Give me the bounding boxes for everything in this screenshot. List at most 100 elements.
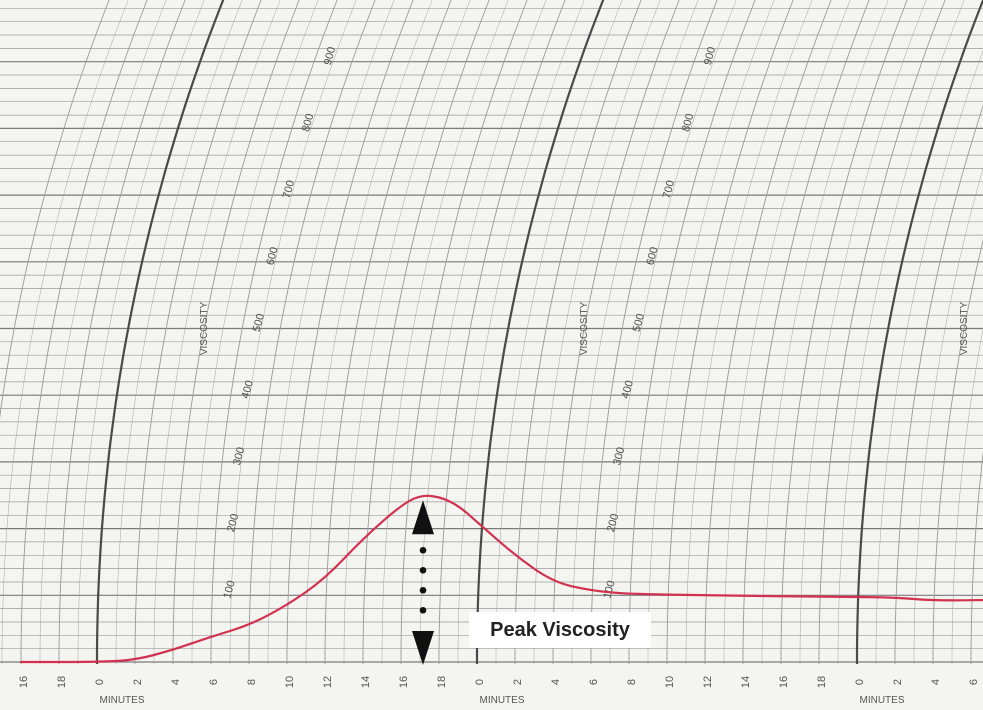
viscosity-label: 500 [631, 312, 647, 333]
time-arc [400, 0, 528, 710]
marker-dot [419, 566, 427, 574]
viscosity-label: 100 [601, 579, 617, 600]
minute-tick-labels: 16 18 0 2 4 6 8 10 12 14 16 18 0 2 4 6 8 10 12 14 16 18 0 2 4 6 MI… [18, 676, 980, 706]
time-arc [666, 0, 794, 710]
time-arc [495, 0, 623, 710]
time-arc [248, 0, 376, 710]
viscosity-label: 300 [611, 446, 627, 467]
viscosity-label: 800 [300, 112, 316, 133]
minutes-axis-label: MINUTES [100, 695, 145, 706]
time-arc [552, 0, 680, 710]
major-time-arc [855, 0, 983, 710]
time-arc [571, 0, 699, 710]
time-arc [932, 238, 983, 710]
bottom-strip [0, 664, 983, 710]
time-arc [134, 0, 262, 710]
time-arc [761, 0, 889, 710]
viscosity-label: 500 [251, 312, 267, 333]
viscosity-label: 200 [225, 513, 241, 534]
viscosity-label: 600 [644, 246, 660, 267]
viscosity-label: 900 [702, 46, 718, 67]
minute-tick: 4 [170, 679, 182, 685]
major-time-arc [475, 0, 605, 710]
minute-tick: 10 [664, 676, 676, 688]
minute-tick: 18 [56, 676, 68, 688]
viscosity-axis-label: VISCOSITY [199, 302, 210, 356]
time-arc [191, 0, 319, 710]
time-arc [153, 0, 281, 710]
time-arc [457, 0, 585, 710]
time-arc [20, 0, 148, 710]
viscosity-label: 300 [231, 446, 247, 467]
time-arc [685, 0, 813, 710]
time-arc [229, 0, 357, 710]
viscosity-label: 700 [281, 179, 297, 200]
arrow-up-icon [412, 500, 434, 535]
major-time-arc [95, 0, 225, 710]
minute-tick: 6 [968, 679, 980, 685]
minute-tick: 12 [322, 676, 334, 688]
time-arc [381, 0, 509, 710]
time-arc [1, 0, 129, 710]
time-arc [438, 0, 566, 710]
viscosity-label: 200 [605, 513, 621, 534]
minute-tick: 12 [702, 676, 714, 688]
time-arc [324, 0, 452, 710]
time-arc [723, 0, 851, 710]
time-arc [77, 0, 205, 710]
minute-tick: 14 [740, 676, 752, 688]
horizontal-gridlines [0, 7, 983, 663]
arrow-down-icon [412, 631, 434, 665]
minute-tick: 10 [284, 676, 296, 688]
time-arc [970, 450, 983, 710]
time-arc [742, 0, 870, 710]
viscosity-label: 700 [661, 179, 677, 200]
viscosity-trace [19, 494, 983, 664]
time-arc [533, 0, 661, 710]
minute-tick: 8 [626, 679, 638, 685]
viscosity-label: 600 [264, 246, 280, 267]
time-arc [875, 49, 983, 710]
time-arc [951, 328, 983, 710]
viscosity-label: 900 [322, 46, 338, 67]
time-arc [39, 0, 167, 710]
time-arc [837, 0, 965, 710]
viscosity-label: 100 [221, 579, 237, 600]
viscosity-series-line [19, 494, 983, 664]
minute-tick: 0 [474, 679, 486, 685]
minute-tick: 0 [94, 679, 106, 685]
time-arc [913, 167, 983, 710]
time-arc [894, 104, 983, 710]
peak-marker [412, 500, 434, 665]
minute-tick: 2 [892, 679, 904, 685]
time-arc [115, 0, 243, 710]
time-arc [172, 0, 300, 710]
time-arc [799, 0, 927, 710]
time-arc [210, 0, 338, 710]
viscosity-axis-label: VISCOSITY [959, 302, 970, 356]
minute-tick: 6 [208, 679, 220, 685]
peak-viscosity-callout: Peak Viscosity [469, 612, 651, 648]
marker-dot [419, 586, 427, 594]
time-arc [58, 0, 186, 710]
minutes-axis-label: MINUTES [480, 695, 525, 706]
major-time-arcs [95, 0, 983, 710]
time-arc [267, 0, 395, 710]
time-arc [362, 0, 490, 710]
marker-dot [419, 606, 427, 614]
time-arc [628, 0, 756, 710]
viscosity-label: 800 [680, 112, 696, 133]
time-arc [609, 0, 737, 710]
minute-tick: 18 [816, 676, 828, 688]
time-arc [647, 0, 775, 710]
minute-tick: 16 [398, 676, 410, 688]
minute-tick: 2 [132, 679, 144, 685]
minute-tick: 4 [930, 679, 942, 685]
minute-tick: 4 [550, 679, 562, 685]
time-arc [0, 0, 110, 419]
minute-tick: 14 [360, 676, 372, 688]
time-arc [780, 0, 908, 710]
minute-tick: 8 [246, 679, 258, 685]
